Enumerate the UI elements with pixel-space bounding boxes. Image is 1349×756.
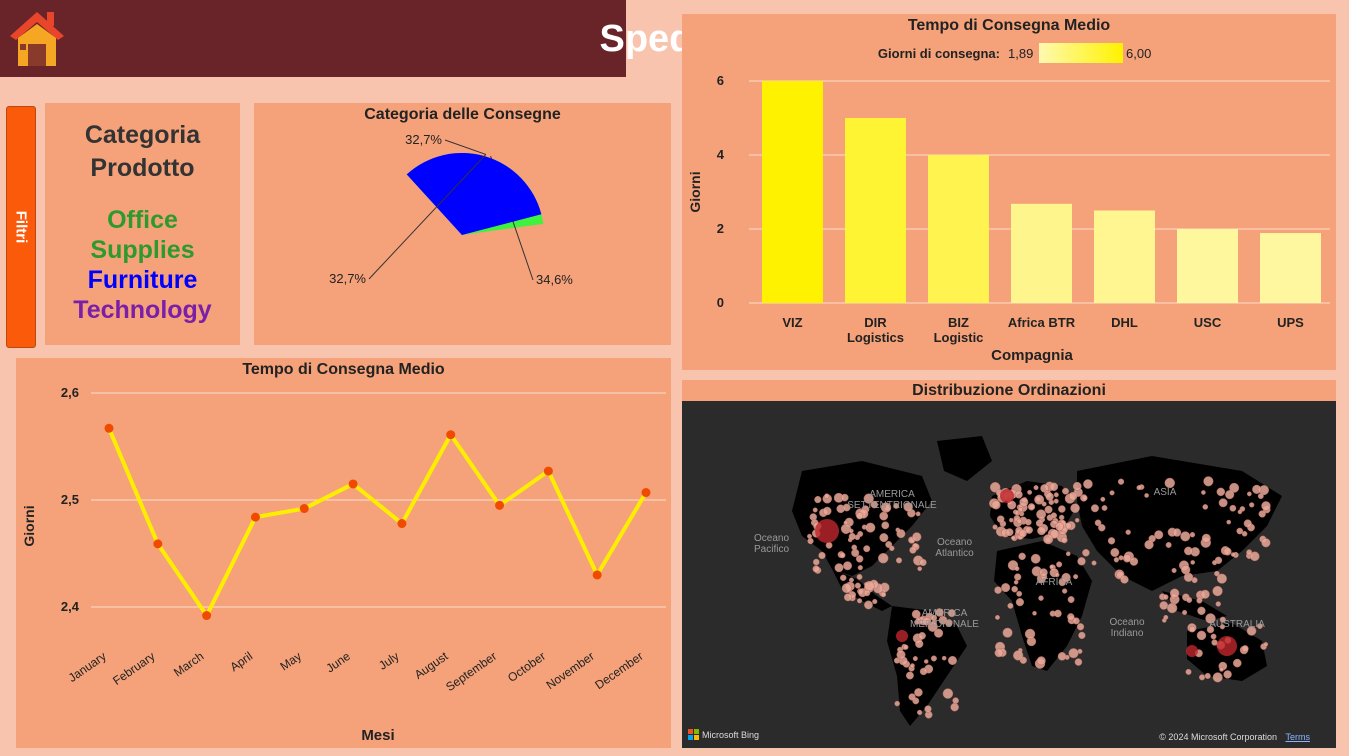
line-point[interactable] — [250, 512, 260, 522]
map-label-south-america: AMERICA MERIDIONALE — [910, 608, 979, 630]
line-chart-panel: Tempo di Consegna Medio 2,4 2,5 2,6 January… — [16, 358, 671, 748]
y-axis-label: Giorni — [21, 505, 37, 546]
x-tick-label: October — [505, 649, 548, 685]
x-tick-label: January — [66, 649, 109, 685]
map-label-atlantic: Oceano Atlantico — [935, 537, 974, 559]
x-tick-label: February — [110, 649, 157, 688]
x-tick-label: Africa BTR — [1008, 315, 1076, 330]
category-item[interactable]: Furniture — [87, 266, 198, 294]
y-axis-label: Giorni — [687, 171, 703, 212]
line-point[interactable] — [495, 500, 505, 510]
legend-gradient — [1039, 43, 1123, 63]
map-label-australia: AUSTRALIA — [1209, 619, 1265, 630]
x-tick-label: DIR — [864, 315, 887, 330]
line-point[interactable] — [446, 430, 456, 440]
world-map[interactable]: AMERICA SETTENTRIONALE Oceano Pacifico O… — [682, 401, 1336, 748]
x-tick-label: September — [443, 649, 499, 694]
terms-link[interactable]: Terms — [1285, 732, 1311, 742]
legend-label: Giorni di consegna: — [878, 46, 1000, 61]
category-panel: Categoria Prodotto Office Supplies Furnit… — [45, 103, 240, 345]
x-tick-label: Logistics — [847, 330, 904, 345]
x-tick-label: April — [227, 649, 255, 674]
line-point[interactable] — [592, 570, 602, 580]
map-label-africa: AFRICA — [1035, 577, 1073, 588]
map-label-asia: ASIA — [1153, 487, 1177, 498]
y-tick-label: 2,5 — [61, 492, 79, 507]
bar[interactable] — [762, 81, 823, 303]
bing-brand: Microsoft Bing — [702, 729, 760, 740]
bar[interactable] — [1260, 233, 1321, 303]
map-panel: Distribuzione Ordinazioni AMERICA SETTEN… — [682, 380, 1336, 748]
x-tick-label: Logistic — [934, 330, 984, 345]
line-point[interactable] — [299, 504, 309, 514]
pie-data-label: 32,7% — [329, 271, 366, 286]
x-tick-label: March — [171, 649, 206, 680]
line-point[interactable] — [543, 466, 553, 476]
x-tick-label: UPS — [1277, 315, 1304, 330]
bar[interactable] — [1177, 229, 1238, 303]
line-point[interactable] — [104, 423, 114, 433]
y-tick-label: 2,4 — [61, 599, 80, 614]
bing-logo: Microsoft Bing — [688, 729, 759, 740]
y-tick-label: 2,6 — [61, 385, 79, 400]
category-item[interactable]: Technology — [73, 296, 212, 324]
pie-chart: 32,7% 34,6% 32,7% — [329, 132, 573, 287]
legend-min: 1,89 — [1008, 46, 1033, 61]
map-copyright: © 2024 Microsoft Corporation — [1159, 732, 1277, 742]
map-label-north-america: AMERICA SETTENTRIONALE — [847, 489, 937, 511]
bar[interactable] — [1094, 210, 1155, 304]
filters-label: Filtri — [12, 210, 30, 244]
category-list: Office Supplies Furniture Technology — [45, 205, 240, 325]
y-tick-label: 4 — [717, 147, 725, 162]
category-item[interactable]: Office Supplies — [90, 206, 195, 264]
x-tick-label: December — [592, 649, 645, 692]
x-tick-label: USC — [1194, 315, 1222, 330]
x-tick-label: DHL — [1111, 315, 1138, 330]
line-point[interactable] — [202, 611, 212, 621]
map-title: Distribuzione Ordinazioni — [912, 382, 1106, 399]
category-heading: Categoria Prodotto — [84, 121, 201, 182]
filters-button[interactable]: Filtri — [6, 106, 36, 348]
microsoft-logo-icon — [688, 729, 699, 740]
x-tick-label: November — [544, 649, 597, 692]
legend-max: 6,00 — [1126, 46, 1151, 61]
x-tick-label: August — [412, 649, 451, 682]
bar[interactable] — [1011, 203, 1072, 303]
bar-chart-title: Tempo di Consegna Medio — [907, 17, 1111, 34]
bar-chart-panel: Tempo di Consegna Medio Giorni di conseg… — [682, 14, 1336, 370]
y-tick-label: 0 — [717, 295, 724, 310]
house-logo-icon — [10, 12, 64, 66]
bar[interactable] — [845, 118, 906, 303]
line-series — [107, 427, 648, 618]
header-banner: Spedizioni — [0, 0, 790, 77]
pie-data-label: 32,7% — [405, 132, 442, 147]
line-chart: 2,4 2,5 2,6 January February March April May Jun… — [21, 385, 666, 744]
pie-data-label: 34,6% — [536, 272, 573, 287]
line-point[interactable] — [397, 519, 407, 529]
x-axis-label: Compagnia — [991, 347, 1073, 364]
line-point[interactable] — [348, 479, 358, 489]
bar[interactable] — [928, 155, 989, 303]
x-tick-label: VIZ — [782, 315, 802, 330]
line-chart-title: Tempo di Consegna Medio — [242, 361, 445, 378]
line-point[interactable] — [641, 488, 651, 498]
pie-chart-panel: Categoria delle Consegne 32,7% 34,6% 32,7% — [254, 103, 671, 345]
y-tick-label: 6 — [717, 73, 724, 88]
line-point[interactable] — [153, 539, 163, 549]
map-footer: © 2024 Microsoft Corporation Terms — [1159, 732, 1310, 742]
pie-slice[interactable] — [406, 153, 542, 235]
x-tick-label: BIZ — [948, 315, 969, 330]
x-tick-label: June — [323, 649, 353, 676]
map-label-pacific: Oceano Pacifico — [753, 533, 790, 555]
map-label-indian: Oceano Indiano — [1109, 617, 1145, 639]
pie-chart-title: Categoria delle Consegne — [364, 106, 561, 123]
x-tick-label: May — [277, 649, 304, 673]
x-tick-label: July — [376, 649, 402, 673]
x-axis-label: Mesi — [361, 727, 394, 744]
y-tick-label: 2 — [717, 221, 724, 236]
